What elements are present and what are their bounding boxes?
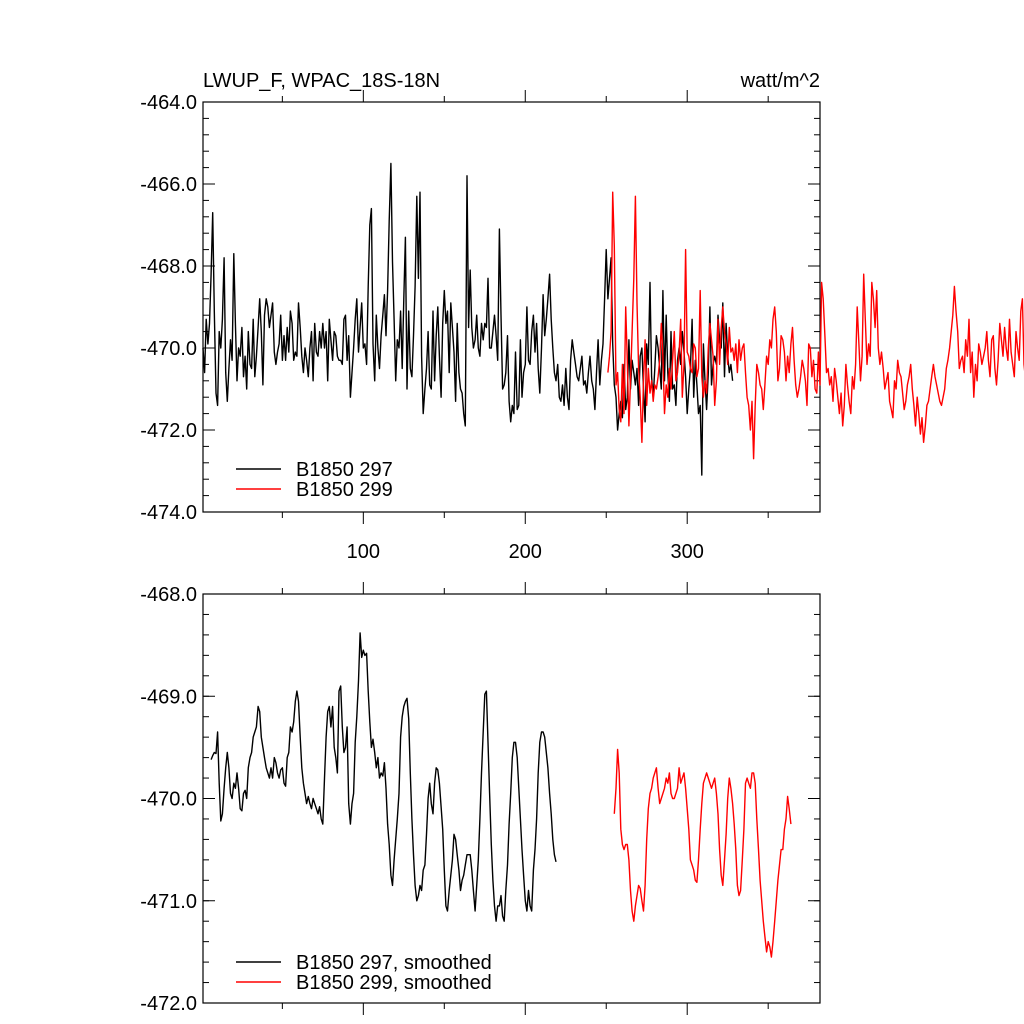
- series-line-2: [607, 191, 1024, 460]
- x-tick-label: 100: [347, 541, 380, 563]
- units-label: watt/m^2: [740, 70, 820, 92]
- y-tick-label: -466.0: [140, 174, 197, 196]
- plot-frame: [202, 101, 821, 513]
- y-tick-label: -472.0: [140, 993, 197, 1015]
- series-line-1: [202, 162, 734, 476]
- y-tick-label: -471.0: [140, 891, 197, 913]
- y-tick-label: -470.0: [140, 789, 197, 811]
- x-tick-label: 200: [509, 541, 542, 563]
- x-tick-label: 300: [671, 541, 704, 563]
- y-tick-label: -474.0: [140, 502, 197, 524]
- legend-label: B1850 299, smoothed: [296, 972, 492, 994]
- top-panel: LWUP_F, WPAC_18S-18N watt/m^2 -464.0 -466…: [140, 70, 1024, 563]
- y-tick-label: -468.0: [140, 584, 197, 606]
- y-tick-label: -468.0: [140, 256, 197, 278]
- y-tick-label: -469.0: [140, 686, 197, 708]
- y-tick-label: -470.0: [140, 338, 197, 360]
- y-tick-label: -472.0: [140, 420, 197, 442]
- chart-title: LWUP_F, WPAC_18S-18N: [203, 70, 440, 92]
- series-line-1: [210, 632, 557, 922]
- bottom-panel: -468.0 -469.0 -470.0 -471.0 -472.0 B1850 297,…: [140, 582, 821, 1015]
- legend-label: B1850 297, smoothed: [296, 952, 492, 974]
- y-tick-label: -464.0: [140, 92, 197, 114]
- legend-label: B1850 299: [296, 479, 393, 501]
- legend-label: B1850 297: [296, 459, 393, 481]
- series-line-2: [613, 748, 792, 958]
